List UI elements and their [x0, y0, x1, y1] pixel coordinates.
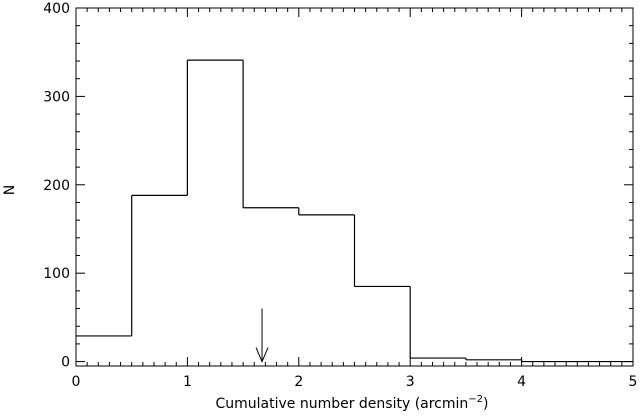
x-axis-label-exponent: −2 — [468, 394, 483, 405]
annotations — [255, 308, 269, 363]
x-axis-label-suffix: ) — [483, 396, 488, 412]
y-tick-label: 0 — [61, 355, 70, 371]
x-tick-label: 1 — [183, 374, 192, 390]
x-tick-label: 5 — [629, 374, 638, 390]
y-tick-label: 100 — [43, 266, 70, 282]
histogram-series — [76, 59, 633, 363]
x-tick-label: 3 — [406, 374, 415, 390]
tick-labels: 0 1 2 3 4 5 0 100 200 300 400 — [43, 1, 637, 390]
arrow-head — [255, 347, 269, 363]
axis-ticks — [75, 7, 634, 366]
plot-frame — [75, 7, 634, 367]
y-tick-label: 300 — [43, 89, 70, 105]
y-tick-label: 200 — [43, 178, 70, 194]
x-tick-label: 4 — [517, 374, 526, 390]
plot-border — [75, 7, 634, 367]
y-tick-label: 400 — [43, 1, 70, 17]
x-axis-label: Cumulative number density (arcmin−2) — [215, 394, 488, 412]
y-axis-label: N — [2, 185, 18, 195]
x-tick-label: 2 — [294, 374, 303, 390]
x-tick-label: 0 — [72, 374, 81, 390]
